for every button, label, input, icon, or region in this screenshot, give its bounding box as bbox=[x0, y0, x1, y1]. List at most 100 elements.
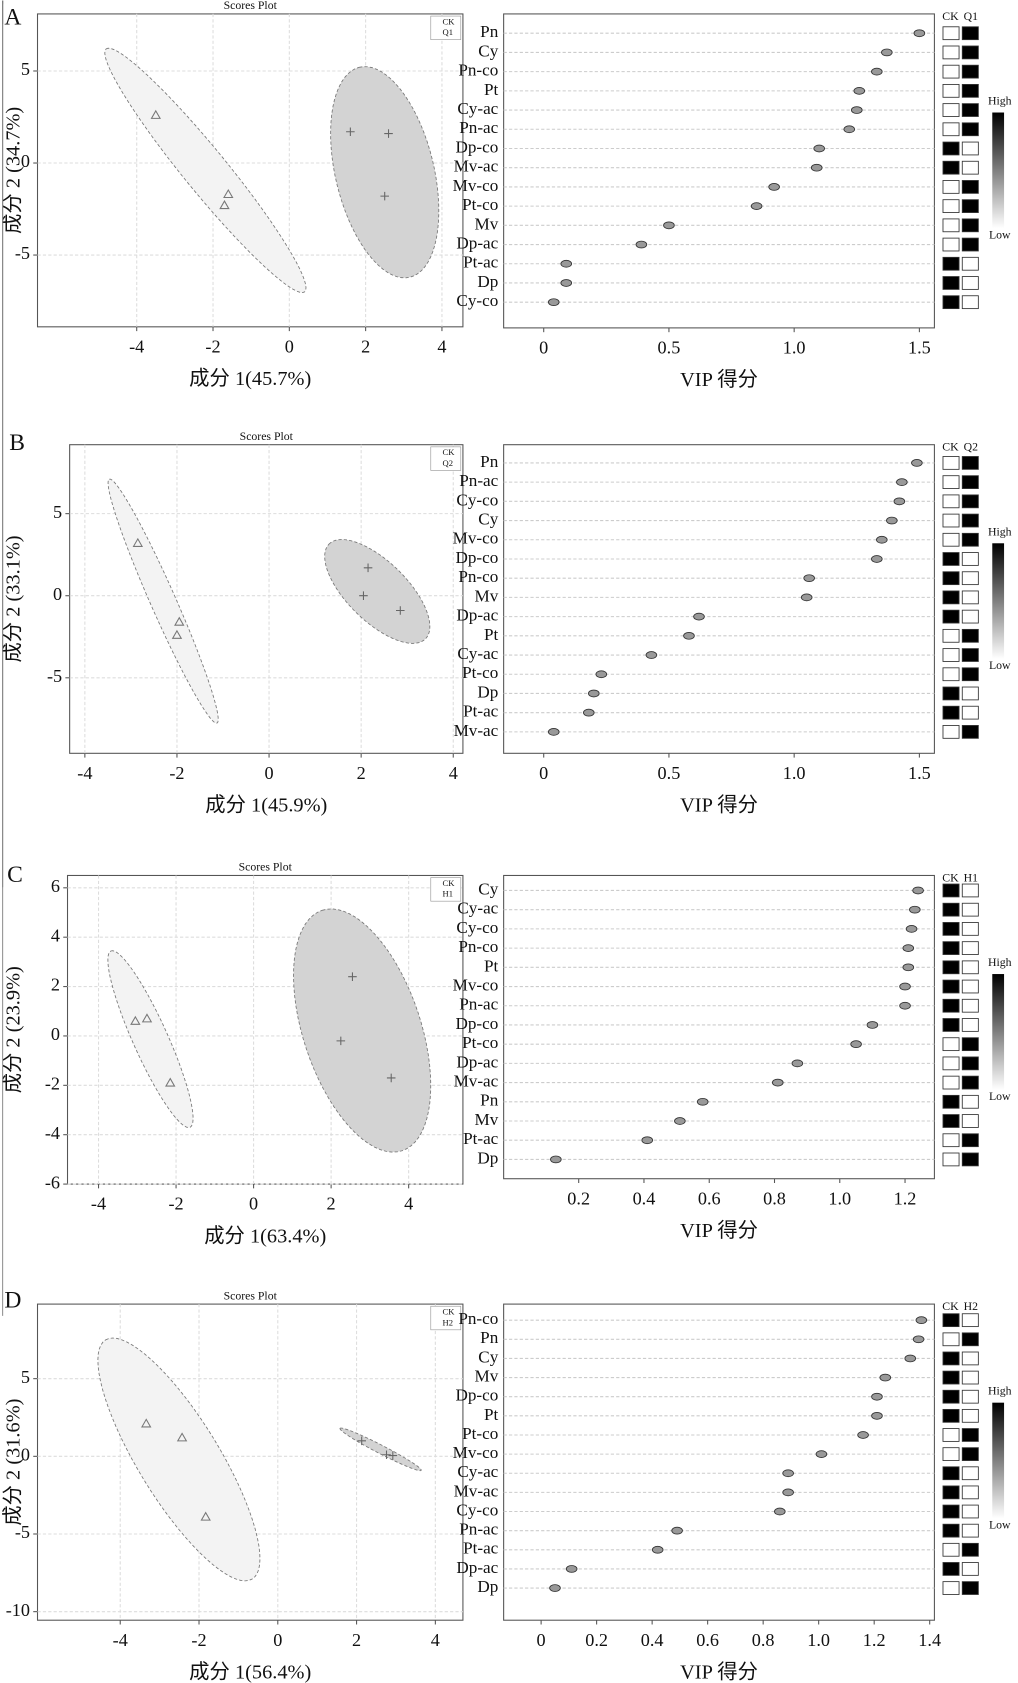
heat-cell bbox=[942, 160, 960, 175]
y-tick-label: -5 bbox=[47, 666, 62, 686]
heat-cell bbox=[942, 1523, 960, 1538]
legend-label: Q2 bbox=[443, 458, 453, 468]
vip-dot bbox=[815, 1450, 828, 1458]
heat-cell bbox=[942, 456, 960, 470]
y-tick-label: 2 bbox=[51, 975, 60, 995]
heat-cell bbox=[942, 237, 960, 252]
heat-cell bbox=[942, 494, 960, 509]
chart-title: Scores Plot bbox=[240, 430, 294, 443]
x-tick-label: 0 bbox=[264, 763, 273, 783]
y-tick-label: 0 bbox=[53, 584, 62, 604]
y-tick-label: -2 bbox=[45, 1073, 60, 1093]
color-scale bbox=[992, 112, 1005, 229]
legend-label: H1 bbox=[443, 889, 453, 899]
heat-cell bbox=[961, 237, 979, 252]
plot-frame bbox=[503, 13, 935, 329]
vip-dot bbox=[843, 125, 856, 134]
data-point bbox=[223, 188, 234, 199]
x-axis-label: 成分 1(45.7%) bbox=[189, 367, 311, 390]
category-label: Mv-co bbox=[453, 529, 499, 548]
category-label: Dp bbox=[477, 1577, 498, 1596]
category-label: Dp-co bbox=[455, 1014, 498, 1033]
heat-cell bbox=[942, 295, 960, 310]
scale-label: High bbox=[988, 956, 1012, 969]
x-tick-label: 0.2 bbox=[585, 1630, 608, 1650]
color-scale bbox=[992, 543, 1005, 660]
y-tick-label: 0 bbox=[51, 1024, 60, 1044]
category-label: Pn bbox=[480, 1091, 499, 1110]
color-scale bbox=[992, 974, 1005, 1090]
scale-label: High bbox=[988, 95, 1012, 108]
vip-dot bbox=[879, 1373, 892, 1382]
y-tick-label: 5 bbox=[21, 1367, 30, 1387]
heat-cell bbox=[961, 475, 979, 489]
heat-cell bbox=[942, 1581, 960, 1595]
chart-title: Scores Plot bbox=[224, 0, 278, 12]
heat-cell bbox=[942, 998, 960, 1013]
category-label: Cy-ac bbox=[457, 899, 498, 918]
heat-cell bbox=[961, 705, 979, 720]
legend-label: CK bbox=[443, 16, 456, 26]
heat-cell bbox=[961, 1075, 979, 1090]
x-tick-label: 2 bbox=[361, 336, 370, 356]
category-label: Mv-ac bbox=[454, 1481, 499, 1500]
panel-label: A bbox=[4, 5, 21, 31]
heat-cell bbox=[942, 552, 960, 566]
legend-box bbox=[430, 446, 462, 471]
vip-dot bbox=[696, 1097, 709, 1106]
heat-cell bbox=[942, 1447, 960, 1461]
heat-column-label: H1 bbox=[964, 871, 978, 884]
heat-cell bbox=[961, 1094, 979, 1109]
vip-dot bbox=[853, 86, 866, 95]
x-tick-label: 2 bbox=[352, 1630, 361, 1650]
heat-cell bbox=[961, 160, 979, 175]
data-point bbox=[386, 1073, 396, 1083]
heat-cell bbox=[961, 902, 979, 917]
heat-cell bbox=[961, 941, 979, 955]
color-scale bbox=[992, 1402, 1005, 1519]
vip-dot bbox=[881, 48, 893, 57]
confidence-ellipse bbox=[293, 908, 432, 1153]
heat-cell bbox=[961, 552, 979, 566]
confidence-ellipse bbox=[324, 539, 431, 644]
category-label: Pn-ac bbox=[459, 1520, 498, 1539]
y-axis-label: 成分 2 (34.7%) bbox=[2, 107, 25, 234]
legend-label: H2 bbox=[443, 1317, 453, 1327]
x-axis-label: VIP 得分 bbox=[680, 368, 758, 391]
heat-cell bbox=[961, 1018, 979, 1032]
y-tick-label: 6 bbox=[51, 876, 60, 896]
x-tick-label: -4 bbox=[91, 1194, 106, 1214]
vip-dot bbox=[913, 29, 926, 38]
vip-dot bbox=[803, 574, 815, 583]
heat-cell bbox=[961, 1152, 979, 1167]
x-tick-label: 1.0 bbox=[783, 763, 806, 783]
heat-cell bbox=[961, 45, 979, 60]
heat-cell bbox=[942, 1075, 960, 1090]
x-tick-label: 0 bbox=[273, 1630, 282, 1650]
vip-dot bbox=[549, 1584, 561, 1592]
heat-cell bbox=[942, 45, 960, 60]
category-label: Cy bbox=[478, 41, 498, 60]
heat-cell bbox=[961, 922, 979, 936]
y-tick-label: 0 bbox=[21, 151, 30, 171]
x-tick-label: 0.6 bbox=[698, 1188, 721, 1208]
heat-cell bbox=[961, 667, 979, 682]
heat-cell bbox=[961, 1485, 979, 1500]
y-tick-label: -4 bbox=[45, 1123, 60, 1143]
heat-column-label: CK bbox=[942, 871, 959, 884]
x-tick-label: 1.0 bbox=[783, 338, 806, 358]
category-label: Cy-co bbox=[456, 291, 498, 310]
heat-column-label: Q2 bbox=[964, 441, 978, 454]
heat-cell bbox=[942, 686, 960, 701]
vip-dot bbox=[915, 1316, 928, 1325]
x-tick-label: 4 bbox=[449, 763, 458, 783]
heat-cell bbox=[961, 1313, 979, 1328]
y-tick-label: 5 bbox=[53, 502, 62, 522]
heat-cell bbox=[961, 1133, 979, 1148]
category-label: Pt bbox=[484, 625, 499, 644]
plot-frame bbox=[503, 444, 935, 754]
heat-cell bbox=[961, 1370, 979, 1385]
vip-dot bbox=[912, 1335, 925, 1344]
category-label: Mv bbox=[474, 1110, 498, 1129]
